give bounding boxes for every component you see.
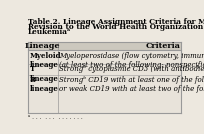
Text: Revision to the World Health Organization Classification of M: Revision to the World Health Organizatio… <box>28 23 204 31</box>
Bar <box>28 42 181 113</box>
Text: Leukemiaᵃ: Leukemiaᵃ <box>28 28 71 36</box>
Bar <box>28 42 181 50</box>
Text: Strongᵇ CD19 with at least one of the following strongly exp
or weak CD19 with a: Strongᵇ CD19 with at least one of the fo… <box>59 76 204 93</box>
Text: T
lineage: T lineage <box>29 65 58 83</box>
Text: Table 2. Lineage Assignment Criteria for Mixed Phenotype A: Table 2. Lineage Assignment Criteria for… <box>28 18 204 26</box>
Text: Criteria: Criteria <box>145 42 180 50</box>
Text: Strongᵇ cytoplasmic CD3 (with antibodies to CD3 epsilon ch: Strongᵇ cytoplasmic CD3 (with antibodies… <box>59 65 204 73</box>
Text: Lineage: Lineage <box>25 42 61 50</box>
Text: B
lineage: B lineage <box>29 76 58 93</box>
Text: Myeloperosidase (flow cytometry, immunohistochemistry, o
(at least two of the fo: Myeloperosidase (flow cytometry, immunoh… <box>59 51 204 69</box>
Text: Myeloid
lineage: Myeloid lineage <box>29 51 61 69</box>
Text: ᵃ . . .  . . .  . . . . . . .: ᵃ . . . . . . . . . . . . . <box>28 115 83 120</box>
